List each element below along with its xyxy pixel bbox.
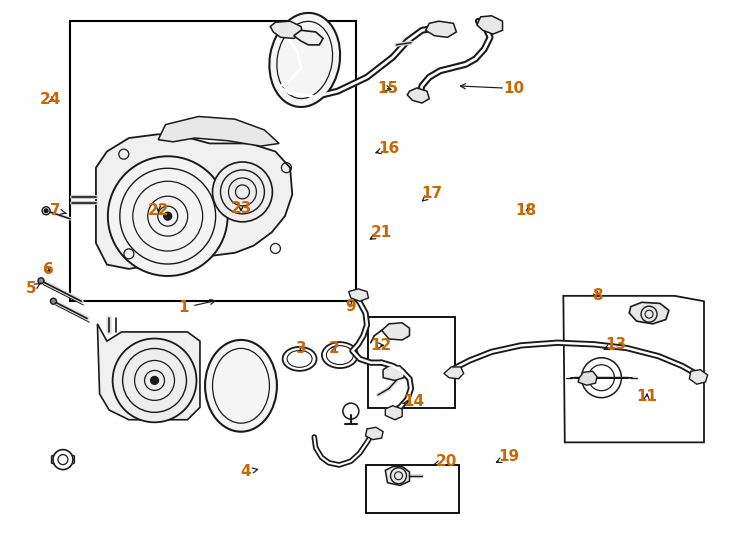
Text: 4: 4	[241, 464, 252, 480]
Polygon shape	[159, 117, 279, 146]
Ellipse shape	[269, 13, 340, 107]
Polygon shape	[294, 30, 323, 45]
Polygon shape	[382, 323, 410, 340]
Text: 10: 10	[503, 81, 524, 96]
Polygon shape	[96, 134, 292, 269]
Circle shape	[42, 207, 50, 215]
Polygon shape	[385, 406, 402, 420]
Text: 7: 7	[51, 203, 61, 218]
Text: 22: 22	[148, 203, 169, 218]
Text: 21: 21	[371, 225, 392, 240]
Text: 17: 17	[421, 186, 442, 201]
Polygon shape	[98, 324, 200, 420]
Text: 23: 23	[230, 200, 252, 215]
Polygon shape	[689, 370, 708, 384]
Circle shape	[51, 298, 57, 304]
Circle shape	[38, 278, 44, 284]
Ellipse shape	[205, 340, 277, 431]
Text: 6: 6	[43, 262, 54, 278]
Text: 11: 11	[636, 389, 658, 404]
Text: 15: 15	[377, 81, 398, 96]
Polygon shape	[578, 372, 597, 385]
Bar	[368, 318, 455, 408]
Polygon shape	[477, 16, 503, 34]
Bar	[70, 21, 356, 301]
Text: 24: 24	[40, 92, 61, 107]
Circle shape	[164, 212, 172, 220]
Polygon shape	[426, 21, 457, 37]
Text: 12: 12	[370, 338, 391, 353]
Polygon shape	[349, 289, 368, 301]
Polygon shape	[270, 21, 302, 38]
Polygon shape	[385, 467, 410, 485]
Polygon shape	[383, 366, 405, 380]
Circle shape	[108, 156, 228, 276]
Text: 16: 16	[378, 141, 399, 156]
Circle shape	[112, 339, 197, 422]
Polygon shape	[563, 296, 704, 442]
Bar	[366, 465, 459, 514]
Circle shape	[44, 209, 48, 213]
Polygon shape	[51, 453, 74, 467]
Circle shape	[213, 162, 272, 222]
Text: 2: 2	[329, 341, 339, 356]
Circle shape	[150, 376, 159, 384]
Polygon shape	[444, 367, 464, 379]
Text: 13: 13	[606, 337, 627, 352]
Text: 20: 20	[435, 454, 457, 469]
Text: 8: 8	[592, 288, 603, 303]
Polygon shape	[407, 88, 429, 103]
Text: 5: 5	[26, 281, 37, 296]
Text: 19: 19	[498, 449, 519, 464]
Text: 9: 9	[345, 299, 355, 314]
Polygon shape	[366, 427, 383, 440]
Text: 18: 18	[515, 203, 537, 218]
Text: 3: 3	[296, 341, 306, 356]
Text: 1: 1	[178, 300, 189, 315]
Polygon shape	[629, 302, 669, 324]
Circle shape	[53, 450, 73, 470]
Text: 14: 14	[403, 394, 424, 409]
